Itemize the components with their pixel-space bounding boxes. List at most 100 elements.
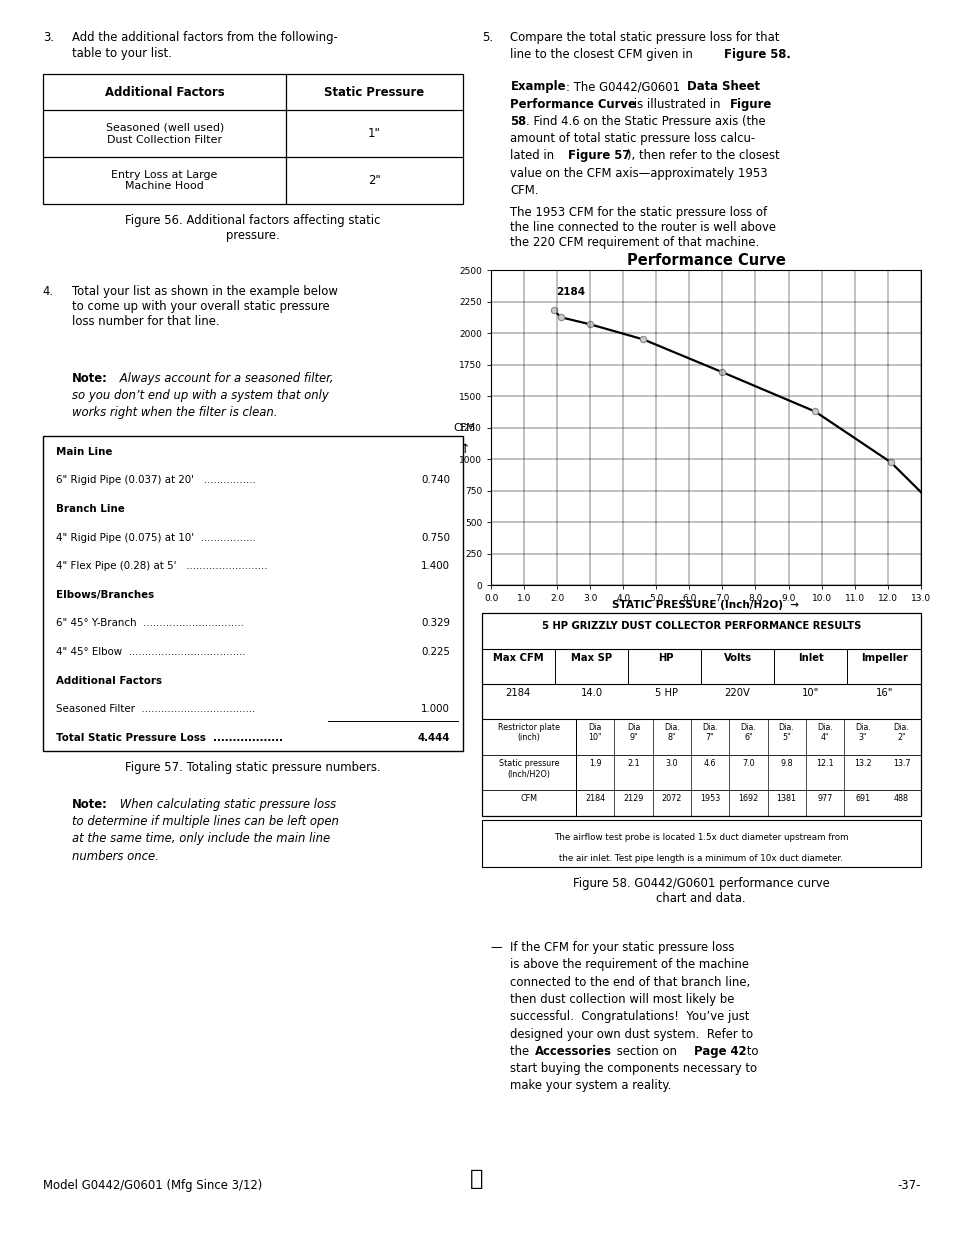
Text: Volts: Volts (722, 653, 751, 663)
Text: Compare the total static pressure loss for that: Compare the total static pressure loss f… (510, 31, 779, 44)
Text: Dia.
7": Dia. 7" (701, 722, 718, 742)
Text: the air inlet. Test pipe length is a minimum of 10x duct diameter.: the air inlet. Test pipe length is a min… (558, 853, 842, 863)
Text: Static pressure
(Inch/H2O): Static pressure (Inch/H2O) (498, 760, 558, 779)
Text: HP: HP (658, 653, 673, 663)
Text: Page 42: Page 42 (693, 1045, 745, 1058)
Text: 14.0: 14.0 (579, 688, 602, 698)
Text: Max SP: Max SP (570, 653, 612, 663)
Text: Total Static Pressure Loss  ..................: Total Static Pressure Loss .............… (55, 734, 282, 743)
Text: Figure 56. Additional factors affecting static
pressure.: Figure 56. Additional factors affecting … (125, 214, 380, 242)
Text: 2.1: 2.1 (626, 760, 639, 768)
Text: Data Sheet: Data Sheet (686, 80, 760, 94)
Text: make your system a reality.: make your system a reality. (510, 1079, 671, 1093)
Text: 3.0: 3.0 (665, 760, 678, 768)
Text: 1953: 1953 (700, 794, 720, 803)
Text: 4.6: 4.6 (703, 760, 716, 768)
Text: 1692: 1692 (738, 794, 758, 803)
Text: Model G0442/G0601 (Mfg Since 3/12): Model G0442/G0601 (Mfg Since 3/12) (43, 1178, 262, 1192)
Text: 691: 691 (855, 794, 870, 803)
Text: is above the requirement of the machine: is above the requirement of the machine (510, 958, 749, 972)
Text: 12.1: 12.1 (815, 760, 833, 768)
Text: 5 HP: 5 HP (654, 688, 677, 698)
Text: Max CFM: Max CFM (493, 653, 543, 663)
Text: lated in: lated in (510, 149, 558, 163)
Text: line to the closest CFM given in: line to the closest CFM given in (510, 48, 697, 62)
Text: Dia.
5": Dia. 5" (778, 722, 794, 742)
Text: 4" Rigid Pipe (0.075) at 10'  .................: 4" Rigid Pipe (0.075) at 10' ...........… (55, 532, 255, 542)
Text: Main Line: Main Line (55, 447, 112, 457)
Text: Dia
10": Dia 10" (588, 722, 601, 742)
Text: to: to (742, 1045, 758, 1058)
Text: 4.: 4. (43, 285, 54, 299)
Text: works right when the filter is clean.: works right when the filter is clean. (71, 406, 276, 420)
Text: Figure 58. G0442/G0601 performance curve
chart and data.: Figure 58. G0442/G0601 performance curve… (572, 877, 829, 905)
Text: Note:: Note: (71, 372, 107, 385)
Text: 488: 488 (893, 794, 908, 803)
Text: CFM: CFM (453, 422, 476, 433)
Text: If the CFM for your static pressure loss: If the CFM for your static pressure loss (510, 941, 734, 955)
Text: Branch Line: Branch Line (55, 504, 124, 514)
Text: 5.: 5. (481, 31, 493, 44)
Text: 0.225: 0.225 (421, 647, 450, 657)
Text: 9.8: 9.8 (780, 760, 792, 768)
Text: 3.: 3. (43, 31, 54, 44)
Text: Static Pressure: Static Pressure (324, 85, 424, 99)
Text: value on the CFM axis—approximately 1953: value on the CFM axis—approximately 1953 (510, 167, 767, 180)
Text: Dia.
8": Dia. 8" (663, 722, 679, 742)
Text: Dia.
6": Dia. 6" (740, 722, 756, 742)
Text: The airflow test probe is located 1.5x duct diameter upstream from: The airflow test probe is located 1.5x d… (554, 834, 847, 842)
Text: 13.7: 13.7 (892, 760, 909, 768)
Text: Dia.
2": Dia. 2" (893, 722, 908, 742)
Text: Add the additional factors from the following-: Add the additional factors from the foll… (71, 31, 337, 44)
Text: 58: 58 (510, 115, 526, 128)
Text: ), then refer to the closest: ), then refer to the closest (626, 149, 779, 163)
Text: CFM: CFM (520, 794, 537, 803)
Text: Dia.
3": Dia. 3" (854, 722, 870, 742)
Text: 6" 45° Y-Branch  ...............................: 6" 45° Y-Branch ........................… (55, 619, 243, 629)
Text: —: — (490, 941, 501, 955)
Text: Note:: Note: (71, 798, 107, 811)
Text: 1": 1" (368, 127, 380, 141)
Text: 0.750: 0.750 (420, 532, 450, 542)
Text: 2184: 2184 (505, 688, 530, 698)
Text: 2": 2" (368, 174, 380, 186)
Text: Figure: Figure (729, 98, 771, 111)
Text: Figure 57. Totaling static pressure numbers.: Figure 57. Totaling static pressure numb… (125, 761, 380, 774)
Text: 7.0: 7.0 (741, 760, 754, 768)
Text: 4" Flex Pipe (0.28) at 5'   .........................: 4" Flex Pipe (0.28) at 5' ..............… (55, 561, 267, 572)
Text: CFM.: CFM. (510, 184, 538, 198)
Text: 4" 45° Elbow  ....................................: 4" 45° Elbow ...........................… (55, 647, 245, 657)
Text: is illustrated in: is illustrated in (629, 98, 723, 111)
Text: 0.329: 0.329 (420, 619, 450, 629)
Text: 10": 10" (801, 688, 819, 698)
Text: Entry Loss at Large
Machine Hood: Entry Loss at Large Machine Hood (112, 169, 217, 191)
Text: 16": 16" (875, 688, 892, 698)
Text: so you don’t end up with a system that only: so you don’t end up with a system that o… (71, 389, 328, 403)
Text: Inlet: Inlet (798, 653, 822, 663)
Text: numbers once.: numbers once. (71, 850, 158, 863)
Text: 2184: 2184 (584, 794, 605, 803)
Text: Additional Factors: Additional Factors (105, 85, 224, 99)
Text: 5 HP GRIZZLY DUST COLLECTOR PERFORMANCE RESULTS: 5 HP GRIZZLY DUST COLLECTOR PERFORMANCE … (541, 621, 860, 631)
Text: section on: section on (613, 1045, 680, 1058)
Text: 6" Rigid Pipe (0.037) at 20'   ................: 6" Rigid Pipe (0.037) at 20' ...........… (55, 475, 255, 485)
Text: Restrictor plate
(inch): Restrictor plate (inch) (497, 722, 559, 742)
Text: table to your list.: table to your list. (71, 47, 172, 61)
Text: -37-: -37- (896, 1178, 920, 1192)
Text: 1381: 1381 (776, 794, 796, 803)
Text: 0.740: 0.740 (420, 475, 450, 485)
Text: the: the (510, 1045, 533, 1058)
Text: Elbows/Branches: Elbows/Branches (55, 590, 153, 600)
Text: 2129: 2129 (622, 794, 643, 803)
Text: Example: Example (510, 80, 565, 94)
Text: Figure 57: Figure 57 (567, 149, 629, 163)
Text: The 1953 CFM for the static pressure loss of
the line connected to the router is: The 1953 CFM for the static pressure los… (510, 206, 776, 249)
Text: : The G0442/G0601: : The G0442/G0601 (565, 80, 683, 94)
Title: Performance Curve: Performance Curve (626, 253, 784, 268)
Text: . Find 4.6 on the Static Pressure axis (the: . Find 4.6 on the Static Pressure axis (… (525, 115, 764, 128)
Text: start buying the components necessary to: start buying the components necessary to (510, 1062, 757, 1076)
Text: ↑: ↑ (458, 443, 470, 457)
Text: to determine if multiple lines can be left open: to determine if multiple lines can be le… (71, 815, 338, 829)
Text: Total your list as shown in the example below
to come up with your overall stati: Total your list as shown in the example … (71, 285, 337, 329)
Text: Dia
9": Dia 9" (626, 722, 639, 742)
